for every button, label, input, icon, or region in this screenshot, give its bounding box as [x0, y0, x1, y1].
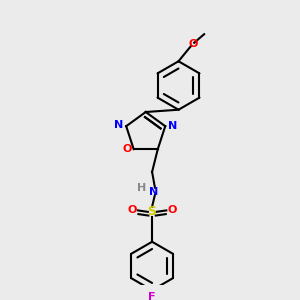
- Text: N: N: [168, 121, 177, 131]
- Text: F: F: [148, 292, 156, 300]
- Text: H: H: [137, 183, 147, 193]
- Text: N: N: [149, 187, 158, 197]
- Text: O: O: [167, 206, 177, 215]
- Text: O: O: [128, 206, 137, 215]
- Text: O: O: [123, 144, 132, 154]
- Text: O: O: [188, 39, 197, 49]
- Text: S: S: [148, 205, 157, 218]
- Text: N: N: [115, 120, 124, 130]
